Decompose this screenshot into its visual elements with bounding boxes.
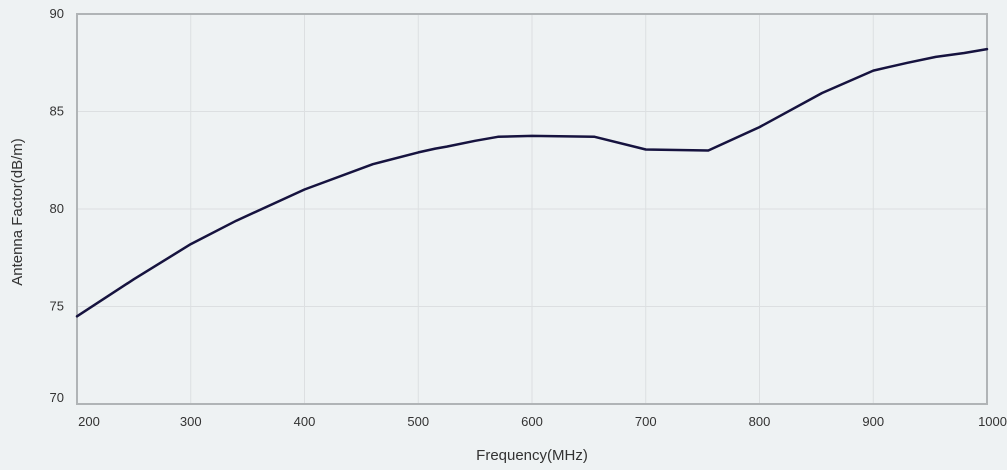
x-tick-label: 1000 <box>978 414 1007 429</box>
y-tick-label: 70 <box>50 390 64 405</box>
grid-lines <box>77 14 987 404</box>
series-layer <box>75 47 989 318</box>
x-tick-label: 500 <box>407 414 429 429</box>
x-tick-label: 900 <box>862 414 884 429</box>
y-tick-label: 75 <box>50 299 64 314</box>
x-tick-label: 800 <box>749 414 771 429</box>
y-tick-label: 85 <box>50 104 64 119</box>
y-tick-label: 80 <box>50 201 64 216</box>
series-line-1 <box>75 47 989 318</box>
x-tick-labels: 200 300 400 500 600 700 800 900 1000 <box>78 414 1007 429</box>
x-tick-label: 600 <box>521 414 543 429</box>
x-tick-label: 300 <box>180 414 202 429</box>
x-tick-label: 200 <box>78 414 100 429</box>
x-tick-label: 700 <box>635 414 657 429</box>
y-tick-labels: 70 75 80 85 90 <box>50 6 64 405</box>
y-axis-title: Antenna Factor(dB/m) <box>9 138 26 286</box>
x-tick-label: 400 <box>294 414 316 429</box>
x-axis-title: Frequency(MHz) <box>476 447 588 464</box>
plot-area-frame <box>76 13 988 405</box>
y-tick-label: 90 <box>50 6 64 21</box>
